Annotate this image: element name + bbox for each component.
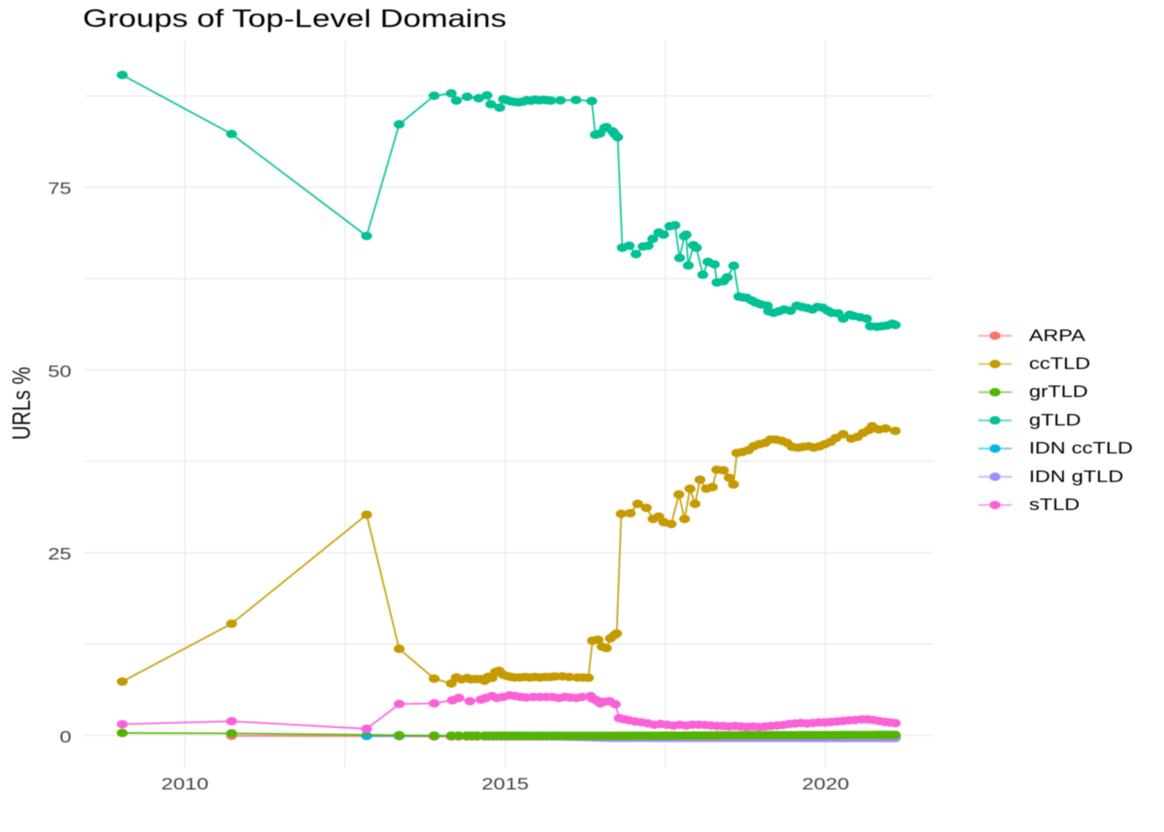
svg-text:URLs %: URLs % xyxy=(8,367,36,440)
svg-text:gTLD: gTLD xyxy=(1029,411,1081,430)
svg-text:2010: 2010 xyxy=(161,775,208,794)
svg-text:0: 0 xyxy=(60,728,72,747)
svg-text:grTLD: grTLD xyxy=(1029,383,1088,402)
svg-text:75: 75 xyxy=(48,180,72,199)
svg-text:2020: 2020 xyxy=(802,775,849,794)
svg-text:IDN ccTLD: IDN ccTLD xyxy=(1029,439,1133,458)
svg-text:25: 25 xyxy=(48,546,72,565)
svg-text:ARPA: ARPA xyxy=(1029,327,1085,346)
svg-text:2015: 2015 xyxy=(482,775,529,794)
svg-text:IDN gTLD: IDN gTLD xyxy=(1029,468,1123,487)
svg-text:50: 50 xyxy=(48,363,72,382)
svg-text:sTLD: sTLD xyxy=(1029,496,1080,515)
svg-text:Groups of Top-Level Domains: Groups of Top-Level Domains xyxy=(83,5,507,33)
svg-text:ccTLD: ccTLD xyxy=(1029,355,1090,374)
